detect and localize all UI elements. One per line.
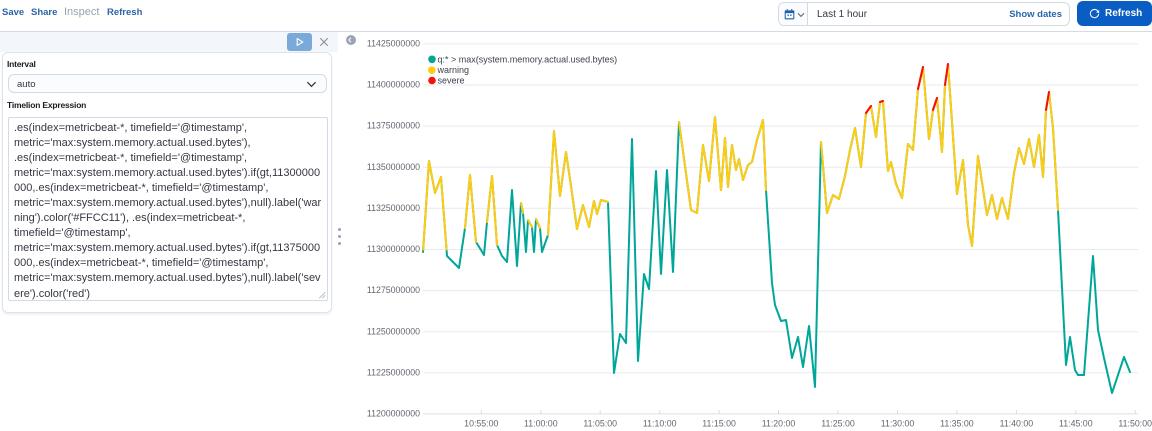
svg-text:11425000000: 11425000000	[367, 39, 420, 49]
svg-text:q:* > max(system.memory.actual: q:* > max(system.memory.actual.used.byte…	[438, 54, 618, 64]
svg-text:11300000000: 11300000000	[367, 244, 420, 254]
svg-text:11250000000: 11250000000	[367, 326, 420, 336]
svg-text:warning: warning	[437, 65, 470, 75]
svg-text:11350000000: 11350000000	[367, 162, 420, 172]
svg-text:11:25:00: 11:25:00	[821, 418, 855, 428]
svg-text:11:35:00: 11:35:00	[940, 418, 974, 428]
svg-text:11:05:00: 11:05:00	[583, 418, 617, 428]
svg-text:11275000000: 11275000000	[367, 285, 420, 295]
svg-text:11:00:00: 11:00:00	[524, 418, 558, 428]
svg-text:11375000000: 11375000000	[367, 121, 420, 131]
svg-text:11:30:00: 11:30:00	[881, 418, 915, 428]
svg-text:10:55:00: 10:55:00	[464, 418, 498, 428]
svg-text:11:40:00: 11:40:00	[1000, 418, 1034, 428]
svg-text:11:45:00: 11:45:00	[1059, 418, 1093, 428]
svg-text:11200000000: 11200000000	[367, 409, 420, 419]
svg-text:11:20:00: 11:20:00	[762, 418, 796, 428]
svg-text:11:50:00: 11:50:00	[1118, 418, 1152, 428]
svg-text:11:15:00: 11:15:00	[702, 418, 736, 428]
svg-text:11:10:00: 11:10:00	[643, 418, 677, 428]
svg-text:11225000000: 11225000000	[367, 367, 420, 377]
svg-text:severe: severe	[438, 76, 465, 86]
svg-text:11325000000: 11325000000	[367, 203, 420, 213]
svg-text:11400000000: 11400000000	[367, 80, 420, 90]
